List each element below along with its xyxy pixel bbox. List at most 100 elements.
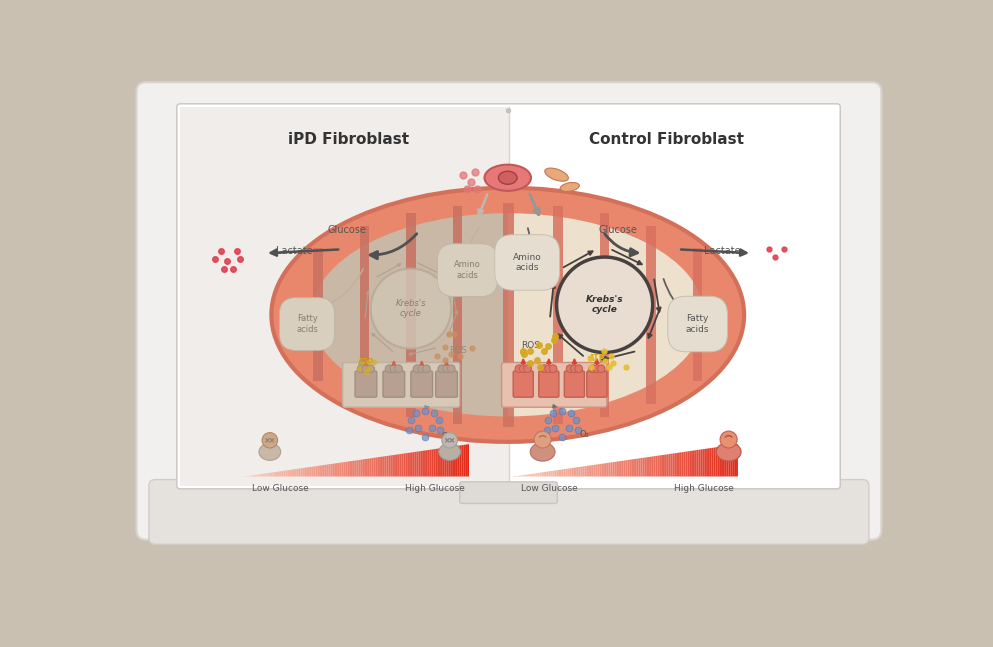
Ellipse shape xyxy=(716,443,741,461)
Text: Krebs's
cycle: Krebs's cycle xyxy=(395,299,426,318)
Polygon shape xyxy=(543,472,545,476)
Text: Fatty
acids: Fatty acids xyxy=(686,314,709,334)
Polygon shape xyxy=(356,460,358,476)
Polygon shape xyxy=(350,461,351,476)
Polygon shape xyxy=(532,474,534,476)
Text: High Glucose: High Glucose xyxy=(405,484,465,493)
Polygon shape xyxy=(371,458,373,476)
Polygon shape xyxy=(624,460,626,476)
Polygon shape xyxy=(348,461,350,476)
Polygon shape xyxy=(276,472,278,476)
Polygon shape xyxy=(584,466,586,476)
Polygon shape xyxy=(560,470,562,476)
Circle shape xyxy=(523,365,531,373)
Polygon shape xyxy=(581,466,583,476)
Polygon shape xyxy=(456,446,458,476)
Polygon shape xyxy=(351,461,353,476)
Polygon shape xyxy=(522,475,524,476)
Polygon shape xyxy=(278,472,280,476)
Circle shape xyxy=(589,365,597,373)
Polygon shape xyxy=(392,455,394,476)
Polygon shape xyxy=(293,469,295,476)
Polygon shape xyxy=(564,469,566,476)
Polygon shape xyxy=(336,463,338,476)
Polygon shape xyxy=(364,459,366,476)
Polygon shape xyxy=(622,461,624,476)
Polygon shape xyxy=(666,454,668,476)
Polygon shape xyxy=(571,468,573,476)
Polygon shape xyxy=(377,457,379,476)
Polygon shape xyxy=(725,446,727,476)
Polygon shape xyxy=(729,445,731,476)
Polygon shape xyxy=(257,474,259,476)
Polygon shape xyxy=(375,457,377,476)
Circle shape xyxy=(571,365,578,373)
Polygon shape xyxy=(362,459,364,476)
Polygon shape xyxy=(651,456,653,476)
Polygon shape xyxy=(609,463,611,476)
Polygon shape xyxy=(381,457,383,476)
Circle shape xyxy=(366,365,374,373)
Ellipse shape xyxy=(312,213,704,417)
Polygon shape xyxy=(668,454,670,476)
Polygon shape xyxy=(285,470,287,476)
Polygon shape xyxy=(620,461,622,476)
Polygon shape xyxy=(547,472,549,476)
Bar xyxy=(359,226,369,404)
Polygon shape xyxy=(706,448,708,476)
Polygon shape xyxy=(467,444,469,476)
Polygon shape xyxy=(714,447,715,476)
Polygon shape xyxy=(539,472,541,476)
Polygon shape xyxy=(267,473,268,476)
Polygon shape xyxy=(670,454,672,476)
Polygon shape xyxy=(695,450,697,476)
Polygon shape xyxy=(464,444,466,476)
Polygon shape xyxy=(367,459,369,476)
Polygon shape xyxy=(603,463,605,476)
Polygon shape xyxy=(632,459,634,476)
Polygon shape xyxy=(534,473,535,476)
Circle shape xyxy=(362,365,369,373)
Polygon shape xyxy=(439,448,441,476)
Polygon shape xyxy=(272,472,274,476)
Ellipse shape xyxy=(439,443,461,460)
Ellipse shape xyxy=(259,443,281,460)
Polygon shape xyxy=(607,463,609,476)
Polygon shape xyxy=(685,452,687,476)
Polygon shape xyxy=(344,462,346,476)
Polygon shape xyxy=(588,465,590,476)
Ellipse shape xyxy=(530,443,555,461)
Text: iPD Fibroblast: iPD Fibroblast xyxy=(288,132,409,147)
Polygon shape xyxy=(422,450,424,476)
Circle shape xyxy=(556,257,652,353)
Polygon shape xyxy=(630,459,632,476)
Polygon shape xyxy=(388,455,390,476)
FancyBboxPatch shape xyxy=(383,371,405,397)
Circle shape xyxy=(545,365,553,373)
Polygon shape xyxy=(360,459,362,476)
Polygon shape xyxy=(342,462,344,476)
Polygon shape xyxy=(520,475,522,476)
Polygon shape xyxy=(373,457,375,476)
Polygon shape xyxy=(699,450,700,476)
Polygon shape xyxy=(321,465,323,476)
Polygon shape xyxy=(299,468,301,476)
Polygon shape xyxy=(405,453,407,476)
Polygon shape xyxy=(443,448,445,476)
Polygon shape xyxy=(642,457,644,476)
Circle shape xyxy=(505,108,511,113)
Circle shape xyxy=(566,365,574,373)
Polygon shape xyxy=(545,472,547,476)
Polygon shape xyxy=(528,474,530,476)
Polygon shape xyxy=(329,464,331,476)
Text: Low Glucose: Low Glucose xyxy=(252,484,309,493)
Polygon shape xyxy=(280,471,282,476)
Polygon shape xyxy=(312,466,314,476)
Polygon shape xyxy=(415,452,416,476)
Polygon shape xyxy=(310,466,312,476)
Polygon shape xyxy=(736,444,738,476)
Polygon shape xyxy=(691,450,693,476)
Bar xyxy=(646,226,655,404)
Polygon shape xyxy=(379,457,381,476)
Bar xyxy=(453,206,462,424)
